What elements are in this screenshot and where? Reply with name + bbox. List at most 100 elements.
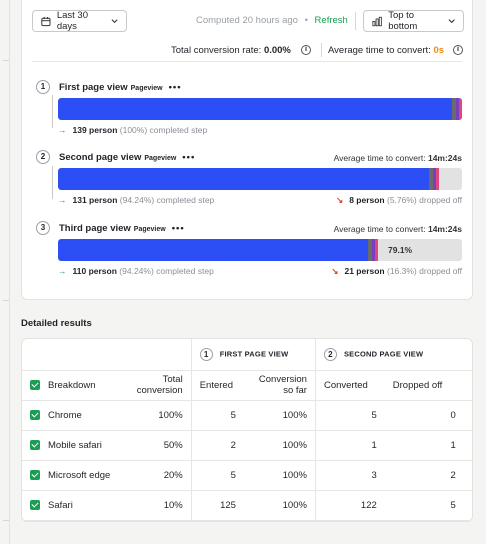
info-icon[interactable]: i xyxy=(301,45,311,55)
table-step-header-row: 1 FIRST PAGE VIEW 2 SECOND PAGE VIEW xyxy=(22,339,472,371)
completed-pct: (94.24%) xyxy=(119,266,154,276)
arrow-right-icon: → xyxy=(58,266,67,276)
completed-count: 139 person xyxy=(72,125,118,135)
step-number: 1 xyxy=(36,80,50,94)
step-bar[interactable]: 79.1% xyxy=(58,239,462,261)
truncated-cell xyxy=(463,400,472,431)
step-meta: → 139 person (100%) completed step xyxy=(58,125,462,135)
converted-cell: 3 xyxy=(314,460,385,491)
computed-separator: • xyxy=(304,15,308,26)
conversion-so-far-header[interactable]: Conversion so far xyxy=(243,370,316,401)
converted-header[interactable]: Converted xyxy=(314,370,385,401)
step-bar-fill xyxy=(58,168,439,190)
truncated-cell xyxy=(463,490,472,521)
refresh-link[interactable]: Refresh xyxy=(314,15,348,26)
more-icon[interactable]: ••• xyxy=(171,223,185,234)
detailed-results-table: 1 FIRST PAGE VIEW 2 SECOND PAGE VIEW Break… xyxy=(21,338,473,522)
dropped-off-cell: 5 xyxy=(384,490,464,521)
computed-status: Computed 20 hours ago • Refresh xyxy=(196,15,348,26)
dropped-off-header[interactable]: Dropped off xyxy=(384,370,464,401)
step-event-tag: Pageview xyxy=(130,85,163,92)
step-event-tag: Pageview xyxy=(144,155,177,162)
avg-time-value: 0s xyxy=(433,45,445,56)
completed-text: completed step xyxy=(156,195,215,205)
step-bar[interactable] xyxy=(58,168,462,190)
select-all-checkbox[interactable] xyxy=(30,379,40,390)
total-conversion-header[interactable]: Total conversion xyxy=(126,370,192,401)
total-conversion: Total conversion rate: 0.00% xyxy=(171,45,291,56)
entered-header[interactable]: Entered xyxy=(190,370,244,401)
step-connector xyxy=(52,95,53,128)
conversion-so-far-cell: 100% xyxy=(243,400,316,431)
step-number-badge: 2 xyxy=(323,347,337,361)
step-meta: → 131 person (94.24%) completed step ↘ 8 pe… xyxy=(58,195,462,205)
calendar-icon xyxy=(41,16,51,26)
table-row[interactable]: Safari 10% 125 100% 122 5 xyxy=(22,490,472,521)
dropped-off-info: ↘ 8 person (5.76%) dropped off xyxy=(336,195,462,206)
step-bar-segment xyxy=(456,98,459,120)
arrow-right-icon: → xyxy=(58,195,67,205)
step-bar-segment xyxy=(372,239,375,261)
step-avg-label: Average time to convert: xyxy=(333,224,426,234)
step-bar-percent: 79.1% xyxy=(388,245,413,255)
breakdown-cell: Safari xyxy=(22,490,127,521)
step-title-text: Second page view xyxy=(59,152,142,163)
completed-pct: (100%) xyxy=(119,125,148,135)
row-checkbox[interactable] xyxy=(30,499,40,510)
dropped-pct: (16.3%) xyxy=(387,266,417,276)
date-range-button[interactable]: Last 30 days xyxy=(32,10,127,32)
row-checkbox[interactable] xyxy=(30,409,40,420)
step-bar[interactable] xyxy=(58,98,462,120)
step-avg-time: Average time to convert: 14m:24s xyxy=(334,153,462,163)
completed-count: 110 person xyxy=(72,266,117,276)
dropped-text: dropped off xyxy=(419,195,462,205)
truncated-header[interactable]: Co xyxy=(463,370,472,401)
step-bar-segment xyxy=(433,168,436,190)
dropped-text: dropped off xyxy=(419,266,462,276)
date-range-label: Last 30 days xyxy=(56,10,88,32)
converted-cell: 1 xyxy=(314,430,385,461)
conversion-so-far-cell: 100% xyxy=(243,430,316,461)
row-checkbox[interactable] xyxy=(30,439,40,450)
step-avg-time: Average time to convert: 14m:24s xyxy=(334,224,462,234)
step-avg-value: 14m:24s xyxy=(427,153,462,163)
step-title[interactable]: Second page view Pageview ••• xyxy=(59,152,195,163)
conversion-so-far-cell: 100% xyxy=(243,490,316,521)
avg-time-label: Average time to convert: xyxy=(328,45,431,56)
funnel-step: 3 Third page view Pageview ••• Average time … xyxy=(32,221,462,281)
more-icon[interactable]: ••• xyxy=(182,152,196,163)
row-checkbox[interactable] xyxy=(30,469,40,480)
breakdown-header[interactable]: Breakdown xyxy=(22,370,127,401)
step-title[interactable]: Third page view Pageview ••• xyxy=(59,223,185,234)
table-row[interactable]: Microsoft edge 20% 5 100% 3 2 xyxy=(22,460,472,491)
table-row[interactable]: Chrome 100% 5 100% 5 0 xyxy=(22,400,472,431)
completed-count: 131 person xyxy=(72,195,118,205)
left-rail xyxy=(0,0,10,544)
table-row[interactable]: Mobile safari 50% 2 100% 1 1 xyxy=(22,430,472,461)
rail-notch xyxy=(3,520,9,521)
dropped-count: 8 person xyxy=(349,195,385,205)
step-avg-label: Average time to convert: xyxy=(333,153,426,163)
funnel-step: 1 First page view Pageview ••• → 139 person (… xyxy=(32,80,462,140)
completed-text: completed step xyxy=(149,125,208,135)
breakdown-name: Safari xyxy=(48,499,73,511)
total-conversion-header-line1: Total xyxy=(162,374,183,385)
total-conversion-label: Total conversion rate: xyxy=(171,45,262,56)
funnel-toolbar: Last 30 days Computed 20 hours ago • Ref… xyxy=(32,10,464,32)
layout-button[interactable]: Top to bottom xyxy=(363,10,464,32)
step-header-label: SECOND PAGE VIEW xyxy=(343,349,424,359)
step-bar-fill xyxy=(58,239,378,261)
detailed-results-title: Detailed results xyxy=(21,318,92,329)
arrow-down-right-icon: ↘ xyxy=(336,195,344,205)
total-conversion-value: 0.00% xyxy=(263,45,291,56)
layout-label: Top to bottom xyxy=(388,10,418,32)
more-icon[interactable]: ••• xyxy=(168,82,182,93)
conversion-so-far-line1: Conversion xyxy=(258,374,307,385)
info-icon[interactable]: i xyxy=(453,45,463,55)
step-bar-segment xyxy=(368,239,372,261)
truncated-cell xyxy=(463,460,472,491)
step-title[interactable]: First page view Pageview ••• xyxy=(59,82,182,93)
total-conversion-header-line2: conversion xyxy=(136,385,183,396)
breakdown-cell: Mobile safari xyxy=(22,430,127,461)
funnel-step: 2 Second page view Pageview ••• Average time… xyxy=(32,150,462,210)
